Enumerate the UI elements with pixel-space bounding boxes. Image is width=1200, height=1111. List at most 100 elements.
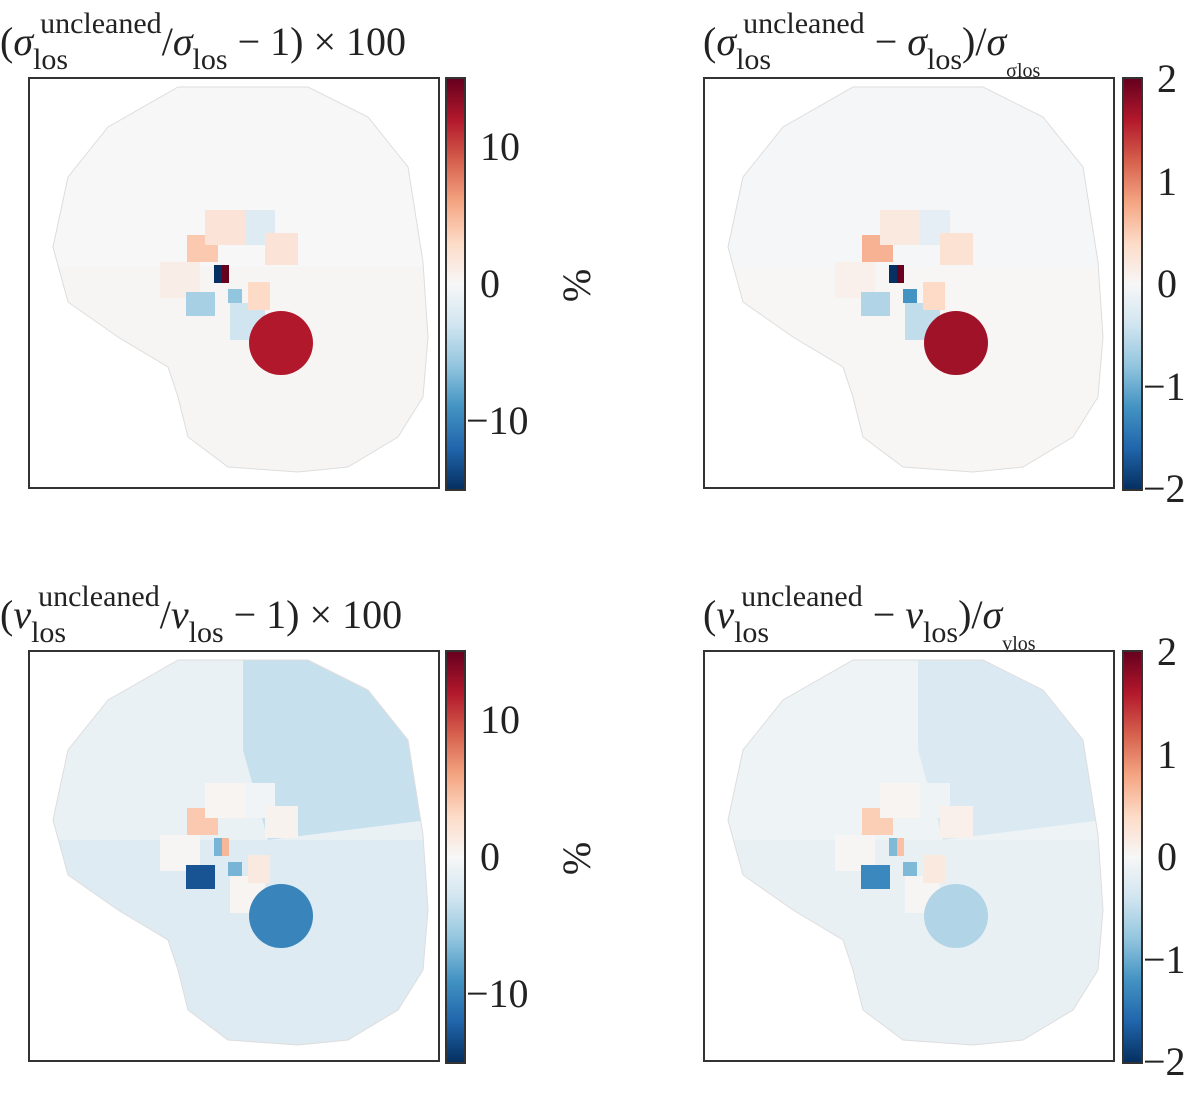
title-part: − — [864, 19, 908, 64]
colorbar-tick-label: −1 — [1143, 363, 1186, 409]
panel-title: (σlosuncleaned − σlos)/σσlos — [703, 9, 1040, 82]
title-part: los — [188, 616, 224, 649]
heatmap-cell — [924, 311, 988, 375]
colorbar-tick-label: 10 — [480, 124, 520, 170]
title-part: σ — [13, 19, 34, 64]
heatmap-cell — [205, 210, 245, 245]
title-part: σlos — [1006, 60, 1041, 82]
title-part: ( — [0, 19, 14, 64]
heatmap-cell — [249, 311, 313, 375]
colorbar — [445, 77, 466, 491]
heatmap-panel: (σlosuncleaned − σlos)/σσlos 2 1 0 −1 −2 — [675, 0, 1200, 538]
colorbar-tick-label: 1 — [1157, 158, 1177, 204]
heatmap-cell — [265, 233, 298, 265]
title-part: v — [13, 592, 32, 637]
heatmap-panel: (vlosuncleaned/vlos − 1) × 100 10 0 −10% — [0, 573, 600, 1111]
title-part: uncleaned — [741, 580, 863, 613]
outline-edge — [727, 659, 1104, 1046]
title-part: v — [716, 592, 735, 637]
heatmap-cell — [861, 292, 890, 316]
title-part: ( — [703, 19, 717, 64]
colorbar — [445, 650, 466, 1064]
outline-edge — [52, 86, 429, 473]
title-part: − 1) × 100 — [227, 19, 406, 64]
colorbar-tick-label: 0 — [480, 261, 500, 306]
title-part: ( — [0, 592, 14, 637]
heatmap-cell — [214, 838, 222, 856]
heatmap-cell — [897, 838, 904, 856]
title-part: / — [161, 19, 173, 64]
heatmap-cell — [222, 265, 229, 283]
title-part: los — [33, 43, 69, 76]
heatmap-cell — [880, 210, 920, 245]
colorbar-tick-label: 2 — [1157, 629, 1177, 674]
heatmap-cell — [903, 862, 917, 876]
heatmap-cell — [880, 783, 920, 818]
heatmap-cell — [903, 289, 917, 303]
title-part: σ — [172, 19, 193, 64]
heatmap-panel: (σlosuncleaned/σlos − 1) × 100 10 0 −10% — [0, 0, 600, 538]
heatmap-cell — [923, 282, 945, 310]
heatmap-panel: (vlosuncleaned − vlos)/σvlos 2 1 0 −1 −2 — [675, 573, 1200, 1111]
heatmap-cell — [186, 292, 215, 316]
colorbar-tick-label: 0 — [1157, 261, 1177, 306]
title-part: los — [192, 43, 228, 76]
title-part: v — [905, 592, 924, 637]
colorbar-tick-label: −1 — [1143, 936, 1186, 982]
panel-title: (vlosuncleaned − vlos)/σvlos — [703, 582, 1036, 655]
colorbar-tick-label: 0 — [480, 834, 500, 879]
title-part: los — [734, 616, 770, 649]
heatmap-plot — [28, 77, 440, 489]
title-part: − 1) × 100 — [223, 592, 403, 637]
title-part: vlos — [1002, 633, 1036, 655]
colorbar-tick-label: 2 — [1157, 56, 1177, 101]
heatmap-cell — [248, 282, 270, 310]
heatmap-cell — [214, 265, 222, 283]
title-part: uncleaned — [743, 7, 865, 40]
title-part: σ — [982, 592, 1003, 637]
title-part: / — [159, 592, 171, 637]
colorbar-tick-label: −2 — [1143, 1039, 1186, 1084]
colorbar-tick-label: −2 — [1143, 466, 1186, 511]
heatmap-cell — [186, 865, 215, 889]
heatmap-cell — [889, 838, 897, 856]
title-part: los — [736, 43, 772, 76]
heatmap-cell — [861, 865, 890, 889]
heatmap-cell — [248, 855, 270, 883]
heatmap-cell — [249, 884, 313, 948]
heatmap-plot — [703, 650, 1115, 1062]
heatmap-cell — [940, 233, 973, 265]
colorbar-label: % — [554, 268, 600, 303]
panel-title: (σlosuncleaned/σlos − 1) × 100 — [0, 9, 406, 75]
colorbar-tick-label: −10 — [466, 397, 529, 443]
title-part: uncleaned — [38, 580, 160, 613]
title-part: ( — [703, 592, 717, 637]
title-part: σ — [907, 19, 927, 64]
colorbar — [1122, 77, 1143, 491]
heatmap-cell — [940, 806, 973, 838]
heatmap-cell — [205, 783, 245, 818]
colorbar — [1122, 650, 1143, 1064]
outline-edge — [52, 659, 429, 1046]
heatmap-cell — [923, 855, 945, 883]
heatmap-plot — [28, 650, 440, 1062]
title-part: los — [926, 43, 962, 76]
heatmap-cell — [924, 884, 988, 948]
colorbar-tick-label: 0 — [1157, 834, 1177, 879]
colorbar-tick-label: 1 — [1157, 731, 1177, 777]
title-part: σ — [716, 19, 737, 64]
heatmap-cell — [265, 806, 298, 838]
title-part: v — [170, 592, 189, 637]
colorbar-tick-label: −10 — [466, 970, 529, 1016]
title-part: uncleaned — [40, 7, 162, 40]
title-part: σ — [986, 19, 1007, 64]
heatmap-cell — [897, 265, 904, 283]
outline-edge — [727, 86, 1104, 473]
colorbar-label: % — [554, 841, 600, 876]
heatmap-cell — [228, 289, 242, 303]
heatmap-cell — [228, 862, 242, 876]
heatmap-plot — [703, 77, 1115, 489]
title-part: los — [31, 616, 67, 649]
heatmap-cell — [889, 265, 897, 283]
title-part: )/ — [962, 19, 987, 64]
